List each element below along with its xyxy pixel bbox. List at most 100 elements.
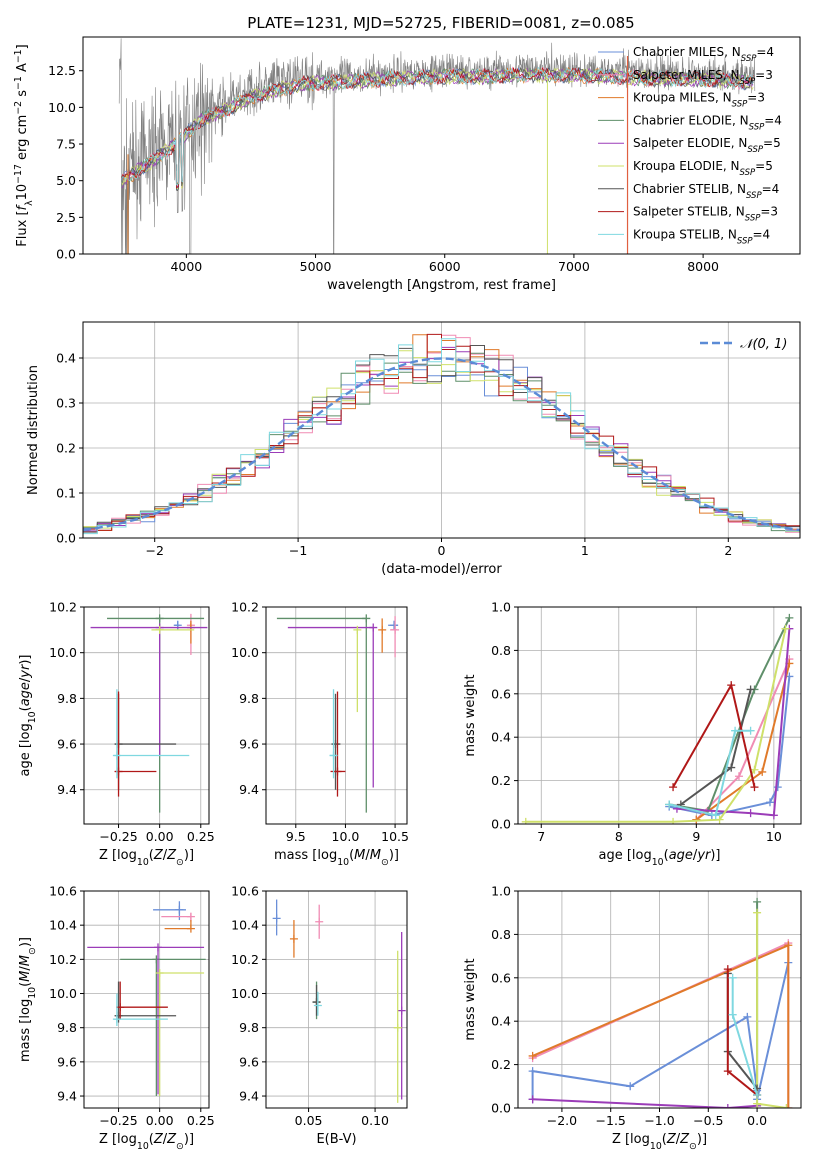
- legend-label-sub: SSP: [740, 168, 756, 178]
- label-part: ⊙: [176, 1141, 184, 1152]
- data-point: [746, 685, 755, 694]
- chart-age_vs_mass: 9.5 10.0 10.5 9.4 9.6 9.8 10.0 10.2 mass [log10(…: [231, 600, 409, 868]
- data-point: [329, 751, 338, 760]
- y-tick-label: 10.0: [49, 986, 77, 1001]
- label-part: /: [676, 1132, 681, 1147]
- y-tick-label: 0.8: [491, 927, 511, 942]
- legend-label-suffix: =5: [763, 136, 781, 150]
- y-tick-label: 5.0: [56, 173, 76, 188]
- legend-label-sub: SSP: [749, 122, 765, 132]
- data-point: [731, 726, 740, 735]
- data-point: [750, 783, 759, 792]
- label-part: (: [149, 1132, 154, 1147]
- plot-area: [118, 38, 756, 254]
- label-part: wavelength [Angstrom, rest frame]: [327, 278, 556, 293]
- x-tick-label: 9: [692, 829, 700, 844]
- legend-label-sub: SSP: [745, 214, 761, 224]
- y-axis-label: Normed distribution: [26, 365, 41, 495]
- x-tick-label: 0.25: [187, 1113, 215, 1128]
- label-part: (: [349, 848, 354, 863]
- label-part: /: [18, 966, 33, 971]
- label-part: M: [18, 971, 33, 982]
- legend-label: Kroupa STELIB, NSSP=4: [633, 227, 770, 246]
- x-tick-label: 8000: [687, 259, 719, 274]
- x-tick-label: 0.05: [295, 1113, 323, 1128]
- model-spectrum-chabrier_elodie: [121, 67, 754, 187]
- legend-label-text: Kroupa MILES, N: [633, 91, 732, 105]
- label-part: /: [18, 677, 33, 682]
- legend-label: Kroupa ELODIE, NSSP=5: [633, 159, 773, 178]
- x-axis-label: wavelength [Angstrom, rest frame]: [327, 278, 556, 293]
- y-tick-label: 0.0: [56, 531, 76, 546]
- x-tick-label: 7: [537, 829, 545, 844]
- x-tick-label: 0.10: [361, 1113, 389, 1128]
- plot-area: [272, 899, 406, 1103]
- label-part: Z: [153, 848, 164, 863]
- legend-label-suffix: =5: [755, 159, 773, 173]
- label-part: −2: [13, 101, 24, 115]
- data-point: [746, 809, 755, 818]
- data-point: [528, 1051, 537, 1060]
- data-point: [331, 740, 340, 749]
- label-part: Z [log: [99, 848, 137, 863]
- legend-label-suffix: =3: [747, 91, 765, 105]
- label-part: )]: [184, 1132, 194, 1147]
- chart-spectrum: 4000 5000 6000 7000 8000 0.0 2.5 5.0 7.5 10.0 12.5…: [13, 36, 801, 293]
- x-tick-label: 2: [724, 543, 732, 558]
- y-tick-label: 9.6: [239, 1054, 259, 1069]
- x-tick-label: 0.00: [146, 1113, 174, 1128]
- label-part: (: [664, 848, 669, 863]
- label-part: /: [365, 848, 370, 863]
- data-point: [746, 726, 755, 735]
- y-tick-label: 0.8: [491, 643, 511, 658]
- y-tick-label: 0.4: [491, 730, 511, 745]
- y-tick-label: 0.2: [491, 1057, 511, 1072]
- legend-label-suffix: =3: [760, 205, 778, 219]
- data-point: [186, 924, 195, 933]
- axes-frame: [82, 36, 801, 255]
- label-part: /: [163, 848, 168, 863]
- legend-label-sub: SSP: [747, 145, 763, 155]
- label-part: age: [18, 682, 33, 706]
- legend: 𝒩(0, 1): [700, 337, 787, 352]
- label-part: )]: [18, 937, 33, 947]
- legend-label: Salpeter STELIB, NSSP=3: [633, 205, 778, 224]
- legend-label-text: Salpeter MILES, N: [633, 68, 740, 82]
- data-point: [711, 811, 720, 820]
- data-point: [528, 1095, 537, 1104]
- label-part: 10: [15, 184, 30, 201]
- label-part: f: [15, 203, 30, 210]
- y-tick-label: 10.6: [231, 884, 259, 899]
- label-part: s: [15, 90, 30, 101]
- legend-label-sub: SSP: [746, 191, 762, 201]
- legend-label-suffix: =4: [753, 227, 771, 241]
- plot-area: [276, 614, 400, 813]
- y-tick-label: 0.0: [56, 247, 76, 262]
- x-axis-label: (data-model)/error: [381, 562, 502, 577]
- y-tick-label: 0.4: [56, 351, 76, 366]
- data-point: [784, 1104, 793, 1108]
- chart-weight_vs_Z: −2.0 −1.5 −1.0 −0.5 0.0 0.0 0.2 0.4 0.6 0.8 1.0 Z […: [463, 884, 802, 1152]
- legend-label: Salpeter ELODIE, NSSP=5: [633, 136, 781, 155]
- model-spectrum-kroupa_elodie: [121, 67, 754, 191]
- chart-mass_vs_ebv: 0.05 0.10 9.4 9.6 9.8 10.0 10.2 10.4 10.6 E(B-V): [231, 884, 408, 1147]
- data-point: [785, 613, 794, 622]
- data-point: [753, 897, 762, 906]
- y-tick-label: 9.6: [57, 1054, 77, 1069]
- y-tick-label: 0.2: [56, 441, 76, 456]
- histogram-salpeter_stelib: [83, 333, 800, 538]
- y-tick-label: 9.6: [239, 737, 259, 752]
- axes-frame: [517, 606, 802, 825]
- x-tick-label: 1: [581, 543, 589, 558]
- data-point: [312, 998, 321, 1007]
- y-tick-label: 9.6: [57, 737, 77, 752]
- normal-curve: [83, 357, 800, 532]
- x-tick-label: −2.0: [547, 1113, 577, 1128]
- y-tick-label: 10.2: [49, 600, 77, 615]
- y-tick-label: 10.4: [231, 918, 259, 933]
- plot-area: [87, 901, 206, 1097]
- legend-label-suffix: =3: [755, 68, 773, 82]
